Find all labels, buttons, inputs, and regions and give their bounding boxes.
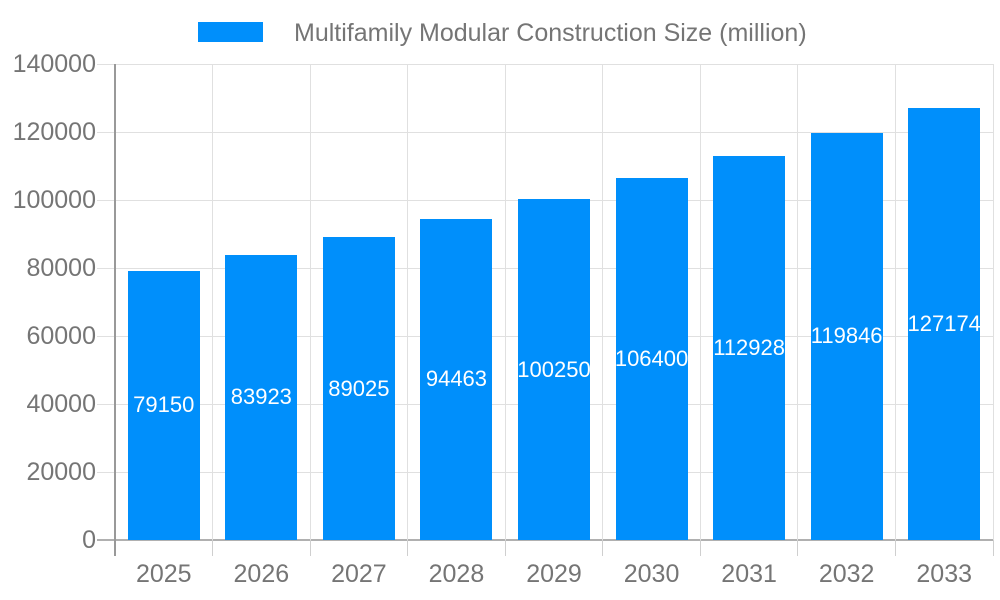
y-axis-label: 120000 bbox=[12, 118, 96, 146]
x-axis-label: 2025 bbox=[135, 560, 192, 588]
bar-value-label: 127174 bbox=[907, 310, 981, 336]
bar-value-label: 83923 bbox=[230, 384, 292, 410]
legend-label: Multifamily Modular Construction Size (m… bbox=[294, 19, 807, 47]
bar bbox=[420, 218, 493, 540]
x-axis-label: 2030 bbox=[623, 560, 680, 588]
x-axis-tick bbox=[699, 540, 701, 556]
x-axis-tick bbox=[504, 540, 506, 556]
y-axis-label: 60000 bbox=[26, 322, 96, 350]
gridline-horizontal bbox=[97, 131, 993, 133]
x-axis-label: 2028 bbox=[428, 560, 485, 588]
bar bbox=[810, 132, 883, 540]
x-axis-tick bbox=[212, 540, 214, 556]
bar bbox=[322, 237, 395, 540]
gridline-vertical bbox=[992, 64, 994, 540]
bar-value-label: 100250 bbox=[517, 356, 591, 382]
gridline-vertical bbox=[894, 64, 896, 540]
bar-value-label: 119846 bbox=[810, 323, 883, 349]
y-axis-label: 20000 bbox=[26, 458, 96, 486]
x-axis-label: 2031 bbox=[721, 560, 777, 588]
y-axis-label: 80000 bbox=[26, 254, 96, 282]
bar-value-label: 94463 bbox=[425, 366, 488, 392]
bar-value-label: 106400 bbox=[614, 346, 689, 372]
bar bbox=[615, 178, 688, 540]
y-axis-label: 100000 bbox=[12, 186, 96, 214]
bar bbox=[908, 107, 981, 540]
y-axis-line bbox=[114, 64, 116, 556]
bar-value-label: 112928 bbox=[713, 335, 785, 361]
gridline-vertical bbox=[797, 64, 799, 540]
gridline-vertical bbox=[699, 64, 701, 540]
x-axis-tick bbox=[797, 540, 799, 556]
gridline-vertical bbox=[504, 64, 506, 540]
x-axis-label: 2029 bbox=[526, 560, 582, 588]
x-axis-tick bbox=[309, 540, 311, 556]
y-axis-label: 40000 bbox=[26, 390, 96, 418]
x-axis-label: 2033 bbox=[916, 560, 973, 588]
bar-value-label: 79150 bbox=[133, 392, 195, 418]
legend-swatch bbox=[198, 22, 263, 42]
x-axis-tick bbox=[992, 540, 994, 556]
bar-value-label: 89025 bbox=[328, 375, 390, 401]
gridline-vertical bbox=[407, 64, 409, 540]
x-axis-label: 2026 bbox=[233, 560, 290, 588]
y-axis-label: 140000 bbox=[12, 50, 96, 78]
bar bbox=[518, 199, 590, 540]
x-axis-tick bbox=[894, 540, 896, 556]
gridline-vertical bbox=[309, 64, 311, 540]
bar bbox=[713, 156, 786, 540]
x-axis-tick bbox=[407, 540, 409, 556]
x-axis-tick bbox=[602, 540, 604, 556]
bar bbox=[225, 254, 298, 540]
gridline-vertical bbox=[602, 64, 604, 540]
x-axis-label: 2032 bbox=[818, 560, 875, 588]
x-axis-baseline bbox=[97, 539, 993, 541]
y-axis-label: 0 bbox=[82, 526, 96, 554]
bar bbox=[127, 270, 200, 540]
gridline-vertical bbox=[212, 64, 214, 540]
gridline-horizontal bbox=[97, 63, 993, 65]
x-axis-label: 2027 bbox=[331, 560, 387, 588]
